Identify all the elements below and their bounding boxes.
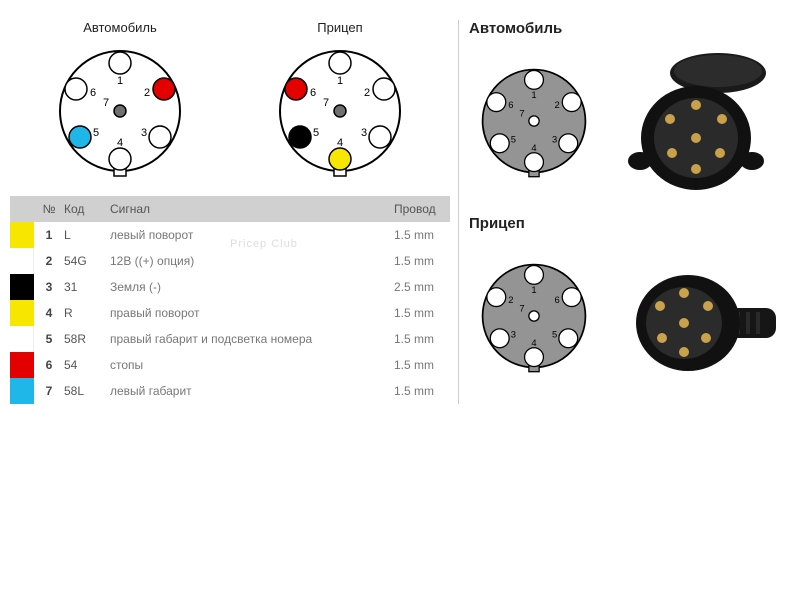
right-panel: Автомобиль 1234567 Прицеп 1234567 <box>458 20 790 404</box>
row-num: 5 <box>34 332 64 346</box>
right-trailer-block: Прицеп 1 2 3 4 5 6 7 <box>469 215 790 398</box>
svg-text:3: 3 <box>141 127 147 139</box>
row-num: 1 <box>34 228 64 242</box>
header-color <box>10 196 34 222</box>
svg-text:4: 4 <box>117 137 123 149</box>
header-code: Код <box>64 202 110 216</box>
svg-text:2: 2 <box>364 87 370 99</box>
car-connector-diagram: 1 2 3 4 5 67 <box>50 41 190 181</box>
row-wire: 1.5 mm <box>394 228 450 242</box>
table-row: 558Rправый габарит и подсветка номера1.5… <box>10 326 450 352</box>
svg-text:7: 7 <box>519 107 524 118</box>
row-wire: 2.5 mm <box>394 280 450 294</box>
trailer-plug-photo <box>618 238 778 398</box>
header-num: № <box>34 202 64 216</box>
row-code: 31 <box>64 280 110 294</box>
table-row: 4Rправый поворот1.5 mm <box>10 300 450 326</box>
row-color-swatch <box>10 300 34 326</box>
row-signal: 12B ((+) опция) <box>110 254 394 268</box>
row-num: 6 <box>34 358 64 372</box>
trailer-diagram-label: Прицеп <box>270 20 410 35</box>
row-signal: левый габарит <box>110 384 394 398</box>
svg-text:4: 4 <box>531 141 536 152</box>
right-car-diagram: 1 2 3 4 5 67 <box>474 61 594 181</box>
svg-text:3: 3 <box>511 328 516 339</box>
svg-text:5: 5 <box>552 328 557 339</box>
row-code: 54 <box>64 358 110 372</box>
car-diagram-block: Автомобиль 1 2 3 4 5 67 <box>50 20 190 186</box>
table-header-row: № Код Сигнал Провод <box>10 196 450 222</box>
right-trailer-diagram: 1 2 3 4 5 6 7 <box>474 256 594 376</box>
header-signal: Сигнал <box>110 202 394 216</box>
svg-text:4: 4 <box>337 137 343 149</box>
svg-text:1: 1 <box>337 75 343 87</box>
row-code: L <box>64 228 110 242</box>
svg-text:2: 2 <box>555 99 560 110</box>
row-num: 3 <box>34 280 64 294</box>
trailer-connector-diagram: 1 2 3 4 5 67 <box>270 41 410 181</box>
row-code: R <box>64 306 110 320</box>
left-panel: Автомобиль 1234567 Прицеп 1234567 Pricep… <box>10 20 450 404</box>
svg-text:1: 1 <box>531 88 536 99</box>
svg-text:7: 7 <box>103 97 109 109</box>
svg-text:6: 6 <box>508 99 513 110</box>
car-socket-photo <box>618 43 778 203</box>
row-signal: правый габарит и подсветка номера <box>110 332 394 346</box>
right-trailer-label: Прицеп <box>469 215 790 232</box>
svg-text:7: 7 <box>519 302 524 313</box>
wiring-table: № Код Сигнал Провод 1Lлевый поворот1.5 m… <box>10 196 450 404</box>
row-code: 58R <box>64 332 110 346</box>
row-color-swatch <box>10 326 34 352</box>
trailer-diagram-block: Прицеп 1 2 3 4 5 67 <box>270 20 410 186</box>
row-wire: 1.5 mm <box>394 306 450 320</box>
table-row: 331Земля (-)2.5 mm <box>10 274 450 300</box>
header-wire: Провод <box>394 202 450 216</box>
svg-text:5: 5 <box>313 127 319 139</box>
svg-text:1: 1 <box>531 283 536 294</box>
main-container: Автомобиль 1234567 Прицеп 1234567 Pricep… <box>10 20 790 404</box>
table-row: 254G12B ((+) опция)1.5 mm <box>10 248 450 274</box>
watermark: Pricep Club <box>230 238 298 250</box>
row-wire: 1.5 mm <box>394 384 450 398</box>
row-color-swatch <box>10 222 34 248</box>
row-signal: Земля (-) <box>110 280 394 294</box>
row-code: 54G <box>64 254 110 268</box>
row-color-swatch <box>10 378 34 404</box>
row-color-swatch <box>10 248 34 274</box>
row-num: 4 <box>34 306 64 320</box>
row-color-swatch <box>10 274 34 300</box>
table-row: 654стопы1.5 mm <box>10 352 450 378</box>
row-num: 7 <box>34 384 64 398</box>
right-car-block: Автомобиль 1 2 3 4 5 67 <box>469 20 790 203</box>
row-code: 58L <box>64 384 110 398</box>
svg-text:6: 6 <box>90 87 96 99</box>
svg-text:7: 7 <box>323 97 329 109</box>
row-num: 2 <box>34 254 64 268</box>
right-car-label: Автомобиль <box>469 20 790 37</box>
svg-text:6: 6 <box>555 294 560 305</box>
right-section: Автомобиль 1234567 Прицеп 1234567 <box>469 20 790 398</box>
row-signal: правый поворот <box>110 306 394 320</box>
row-color-swatch <box>10 352 34 378</box>
svg-text:6: 6 <box>310 87 316 99</box>
svg-text:3: 3 <box>552 133 557 144</box>
row-wire: 1.5 mm <box>394 254 450 268</box>
svg-text:5: 5 <box>93 127 99 139</box>
svg-text:5: 5 <box>511 133 516 144</box>
row-wire: 1.5 mm <box>394 332 450 346</box>
svg-text:4: 4 <box>531 336 536 347</box>
svg-text:1: 1 <box>117 75 123 87</box>
table-row: 758Lлевый габарит1.5 mm <box>10 378 450 404</box>
svg-text:2: 2 <box>144 87 150 99</box>
svg-text:3: 3 <box>361 127 367 139</box>
row-wire: 1.5 mm <box>394 358 450 372</box>
svg-text:2: 2 <box>508 294 513 305</box>
car-diagram-label: Автомобиль <box>50 20 190 35</box>
top-diagrams: Автомобиль 1234567 Прицеп 1234567 <box>10 20 450 186</box>
row-signal: стопы <box>110 358 394 372</box>
